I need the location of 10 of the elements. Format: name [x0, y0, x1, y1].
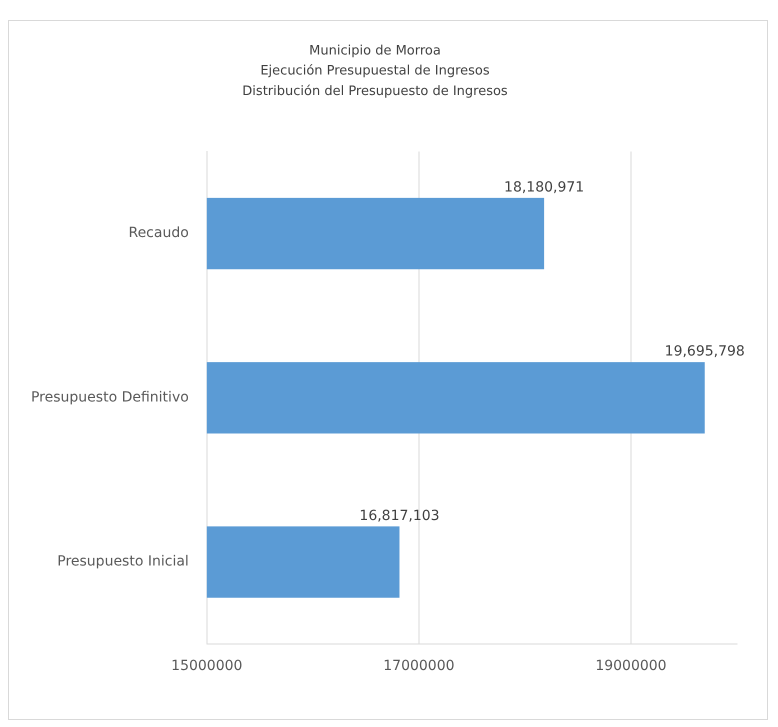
y-tick-label: Recaudo [128, 225, 189, 242]
data-label: 19,695,798 [664, 344, 745, 360]
x-tick-label: 17000000 [383, 658, 455, 674]
x-tick-label: 15000000 [171, 658, 242, 674]
data-label: 16,817,103 [359, 508, 440, 524]
y-tick-label: Presupuesto Definitivo [30, 389, 189, 406]
y-tick-label: Presupuesto Inicial [57, 554, 189, 570]
data-label: 18,180,971 [504, 179, 584, 196]
chart-title: Municipio de Morroa Ejecución Presupuestal de Ingresos Distribución del Presupuesto de Ingresos [242, 43, 508, 99]
x-tick-label: 19000000 [595, 658, 667, 674]
